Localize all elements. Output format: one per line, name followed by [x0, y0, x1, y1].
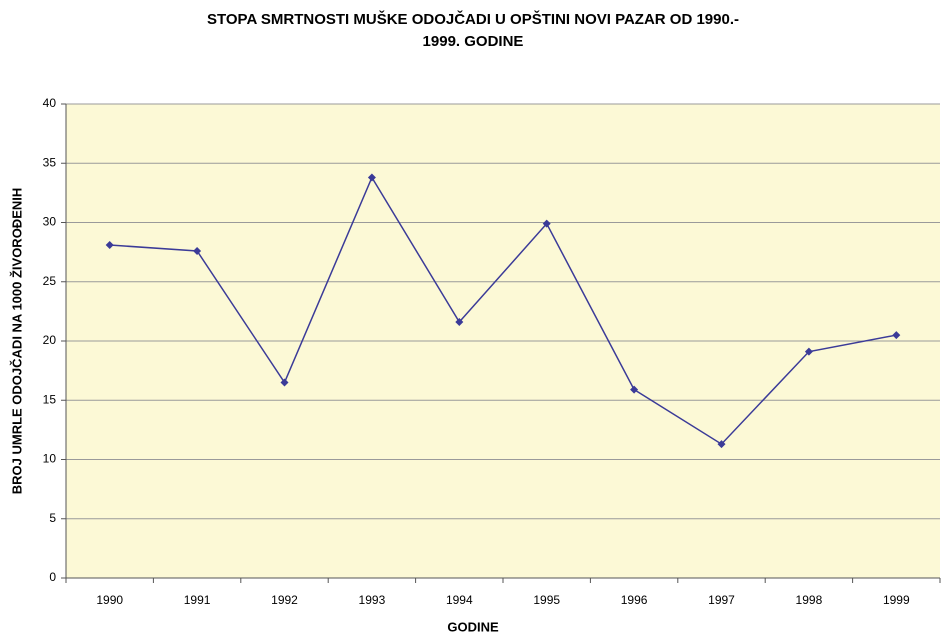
x-tick-label: 1997 [708, 593, 735, 607]
data-point [280, 378, 289, 387]
y-tick-label: 20 [43, 333, 57, 347]
y-tick-label: 35 [43, 155, 57, 169]
data-point [630, 385, 639, 394]
data-point [892, 331, 901, 340]
x-tick-label: 1992 [271, 593, 298, 607]
y-tick-label: 30 [43, 215, 57, 229]
chart-title: STOPA SMRTNOSTI MUŠKE ODOJČADI U OPŠTINI… [207, 10, 739, 28]
x-axis-label: GODINE [447, 619, 499, 634]
x-tick-label: 1999 [883, 593, 910, 607]
data-point [367, 173, 376, 182]
y-tick-label: 15 [43, 392, 57, 406]
y-tick-label: 10 [43, 452, 57, 466]
y-tick-label: 5 [49, 511, 56, 525]
x-tick-label: 1990 [96, 593, 123, 607]
x-tick-label: 1996 [621, 593, 648, 607]
x-tick-label: 1995 [533, 593, 560, 607]
y-tick-label: 40 [43, 96, 57, 110]
data-point [193, 246, 202, 255]
x-tick-label: 1993 [359, 593, 386, 607]
data-point [804, 347, 813, 356]
x-tick-label: 1991 [184, 593, 211, 607]
data-point [717, 440, 726, 449]
data-point [105, 241, 114, 250]
y-tick-label: 0 [49, 570, 56, 584]
y-tick-label: 25 [43, 274, 57, 288]
data-line [109, 175, 897, 446]
data-point [542, 219, 551, 228]
data-point [455, 318, 464, 327]
x-tick-label: 1998 [796, 593, 823, 607]
chart-title: 1999. GODINE [423, 33, 524, 50]
x-tick-label: 1994 [446, 593, 473, 607]
y-axis-label: BROJ UMRLE ODOJČADI NA 1000 ŽIVOROĐENIH [9, 188, 24, 495]
